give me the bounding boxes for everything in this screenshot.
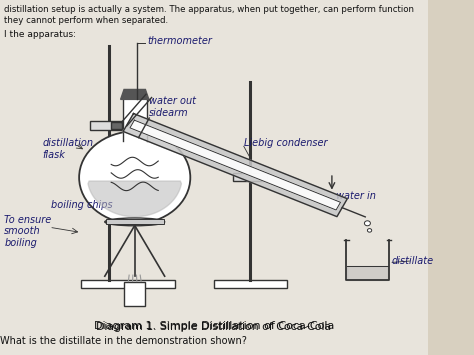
Text: l the apparatus:: l the apparatus:: [4, 30, 76, 39]
Polygon shape: [88, 181, 182, 217]
Text: Diagram 1. Simple Distillation of Coca-Cola: Diagram 1. Simple Distillation of Coca-C…: [96, 322, 331, 332]
Text: thermometer: thermometer: [147, 36, 212, 46]
Text: Diagram 1. Simple Distillation of Coca-Cola: Diagram 1. Simple Distillation of Coca-C…: [94, 321, 334, 331]
Text: distillation setup is actually a system. The apparatus, when put together, can p: distillation setup is actually a system.…: [4, 5, 414, 14]
Text: To ensure
smooth
boiling: To ensure smooth boiling: [4, 215, 52, 248]
FancyBboxPatch shape: [214, 280, 287, 288]
Circle shape: [367, 229, 372, 232]
Text: distillation
flask: distillation flask: [43, 138, 94, 160]
Circle shape: [365, 221, 370, 226]
Text: they cannot perform when separated.: they cannot perform when separated.: [4, 16, 168, 25]
Polygon shape: [123, 99, 146, 141]
Polygon shape: [347, 266, 388, 280]
FancyBboxPatch shape: [124, 282, 146, 306]
Polygon shape: [130, 120, 340, 210]
FancyBboxPatch shape: [81, 280, 175, 288]
Polygon shape: [123, 114, 347, 217]
FancyBboxPatch shape: [0, 0, 428, 355]
FancyBboxPatch shape: [90, 121, 128, 130]
FancyBboxPatch shape: [111, 122, 122, 129]
FancyBboxPatch shape: [233, 173, 267, 181]
Text: Liebig condenser: Liebig condenser: [244, 137, 327, 148]
Circle shape: [79, 131, 191, 224]
Text: boiling chips: boiling chips: [51, 200, 113, 210]
FancyBboxPatch shape: [106, 219, 164, 224]
Text: water out
sidearm: water out sidearm: [149, 97, 196, 118]
Text: water in: water in: [336, 191, 376, 201]
Text: What is the distillate in the demonstration shown?: What is the distillate in the demonstrat…: [0, 336, 247, 346]
Polygon shape: [120, 89, 149, 99]
Text: distillate: distillate: [392, 256, 433, 266]
